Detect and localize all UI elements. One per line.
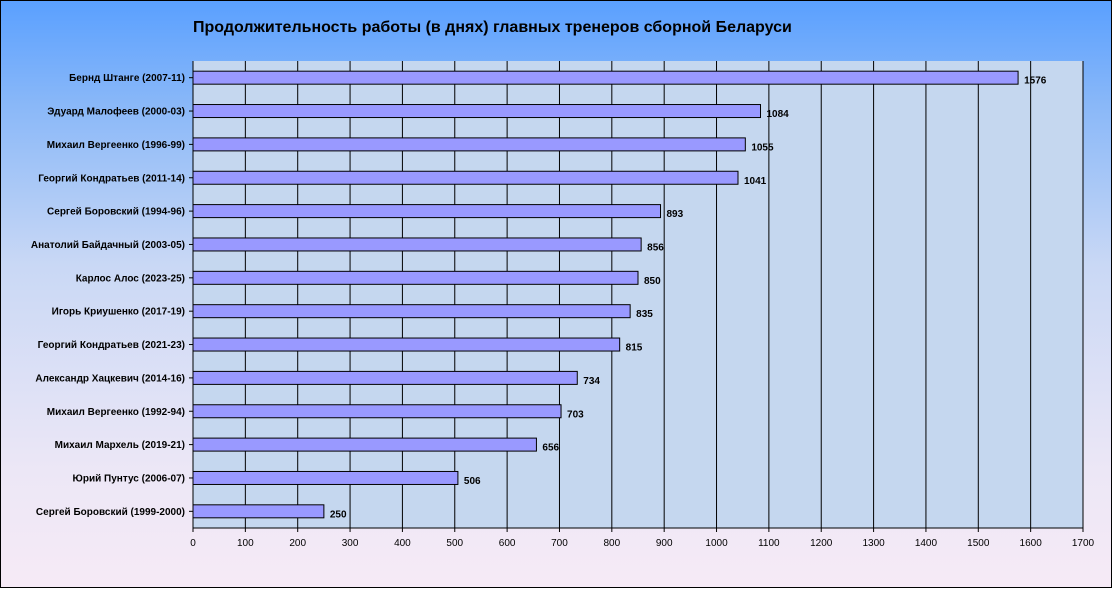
category-label: Бернд Штанге (2007-11) bbox=[69, 73, 185, 84]
category-label: Эдуард Малофеев (2000-03) bbox=[47, 106, 185, 118]
chart-title: Продолжительность работы (в днях) главны… bbox=[193, 19, 792, 36]
data-label: 1041 bbox=[744, 176, 767, 187]
data-label: 703 bbox=[567, 409, 584, 420]
category-label: Сергей Боровский (1999-2000) bbox=[36, 507, 185, 518]
x-tick-label: 400 bbox=[394, 538, 411, 549]
data-label: 1084 bbox=[767, 109, 790, 120]
data-label: 734 bbox=[583, 376, 600, 387]
data-label: 856 bbox=[647, 242, 664, 253]
data-label: 250 bbox=[330, 509, 347, 520]
x-tick-label: 200 bbox=[289, 538, 306, 549]
data-label: 893 bbox=[667, 209, 684, 220]
category-label: Александр Хацкевич (2014-16) bbox=[35, 373, 185, 384]
data-label: 835 bbox=[636, 309, 653, 320]
data-label: 850 bbox=[644, 276, 661, 287]
x-tick-label: 1700 bbox=[1072, 538, 1095, 549]
bar bbox=[192, 270, 639, 285]
data-label: 506 bbox=[464, 476, 481, 487]
x-tick-label: 0 bbox=[190, 538, 196, 549]
x-tick-label: 1200 bbox=[810, 538, 833, 549]
x-tick-label: 800 bbox=[603, 538, 620, 549]
data-label: 1055 bbox=[751, 142, 774, 153]
data-label: 656 bbox=[542, 443, 559, 454]
x-tick-label: 700 bbox=[551, 538, 568, 549]
category-label: Михаил Вергеенко (1992-94) bbox=[47, 407, 185, 418]
category-label: Юрий Пунтус (2006-07) bbox=[73, 473, 185, 484]
x-tick-label: 500 bbox=[446, 538, 463, 549]
x-tick-label: 1500 bbox=[967, 538, 990, 549]
bar bbox=[192, 437, 537, 452]
bar bbox=[192, 304, 631, 319]
x-tick-label: 300 bbox=[342, 538, 359, 549]
category-label: Георгий Кондратьев (2011-14) bbox=[38, 173, 185, 184]
x-tick-label: 1300 bbox=[862, 538, 885, 549]
category-label: Михаил Вергеенко (1996-99) bbox=[47, 140, 185, 151]
bar bbox=[192, 504, 325, 519]
bar bbox=[192, 337, 621, 352]
x-tick-label: 1600 bbox=[1020, 538, 1043, 549]
category-label: Георгий Кондратьев (2021-23) bbox=[38, 340, 185, 351]
bar bbox=[192, 470, 459, 485]
category-label: Игорь Криушенко (2017-19) bbox=[52, 307, 185, 318]
x-tick-label: 1000 bbox=[705, 538, 728, 549]
x-tick-label: 600 bbox=[499, 538, 516, 549]
bar bbox=[192, 170, 739, 185]
category-label: Анатолий Байдачный (2003-05) bbox=[31, 240, 185, 251]
bar bbox=[192, 104, 762, 119]
bar bbox=[192, 137, 746, 152]
x-tick-label: 900 bbox=[656, 538, 673, 549]
bar bbox=[192, 70, 1019, 85]
category-label: Карлос Алос (2023-25) bbox=[76, 273, 185, 284]
data-label: 1576 bbox=[1024, 76, 1047, 87]
data-label: 815 bbox=[626, 343, 643, 354]
x-tick-label: 1400 bbox=[915, 538, 938, 549]
x-tick-label: 100 bbox=[237, 538, 254, 549]
category-label: Сергей Боровский (1994-96) bbox=[47, 207, 185, 218]
x-tick-label: 1100 bbox=[758, 538, 780, 549]
bar bbox=[192, 237, 642, 252]
bar bbox=[192, 370, 578, 385]
plot-area bbox=[193, 61, 1083, 528]
bar bbox=[192, 204, 662, 219]
category-label: Михаил Мархель (2019-21) bbox=[55, 440, 185, 451]
bar bbox=[192, 404, 562, 419]
